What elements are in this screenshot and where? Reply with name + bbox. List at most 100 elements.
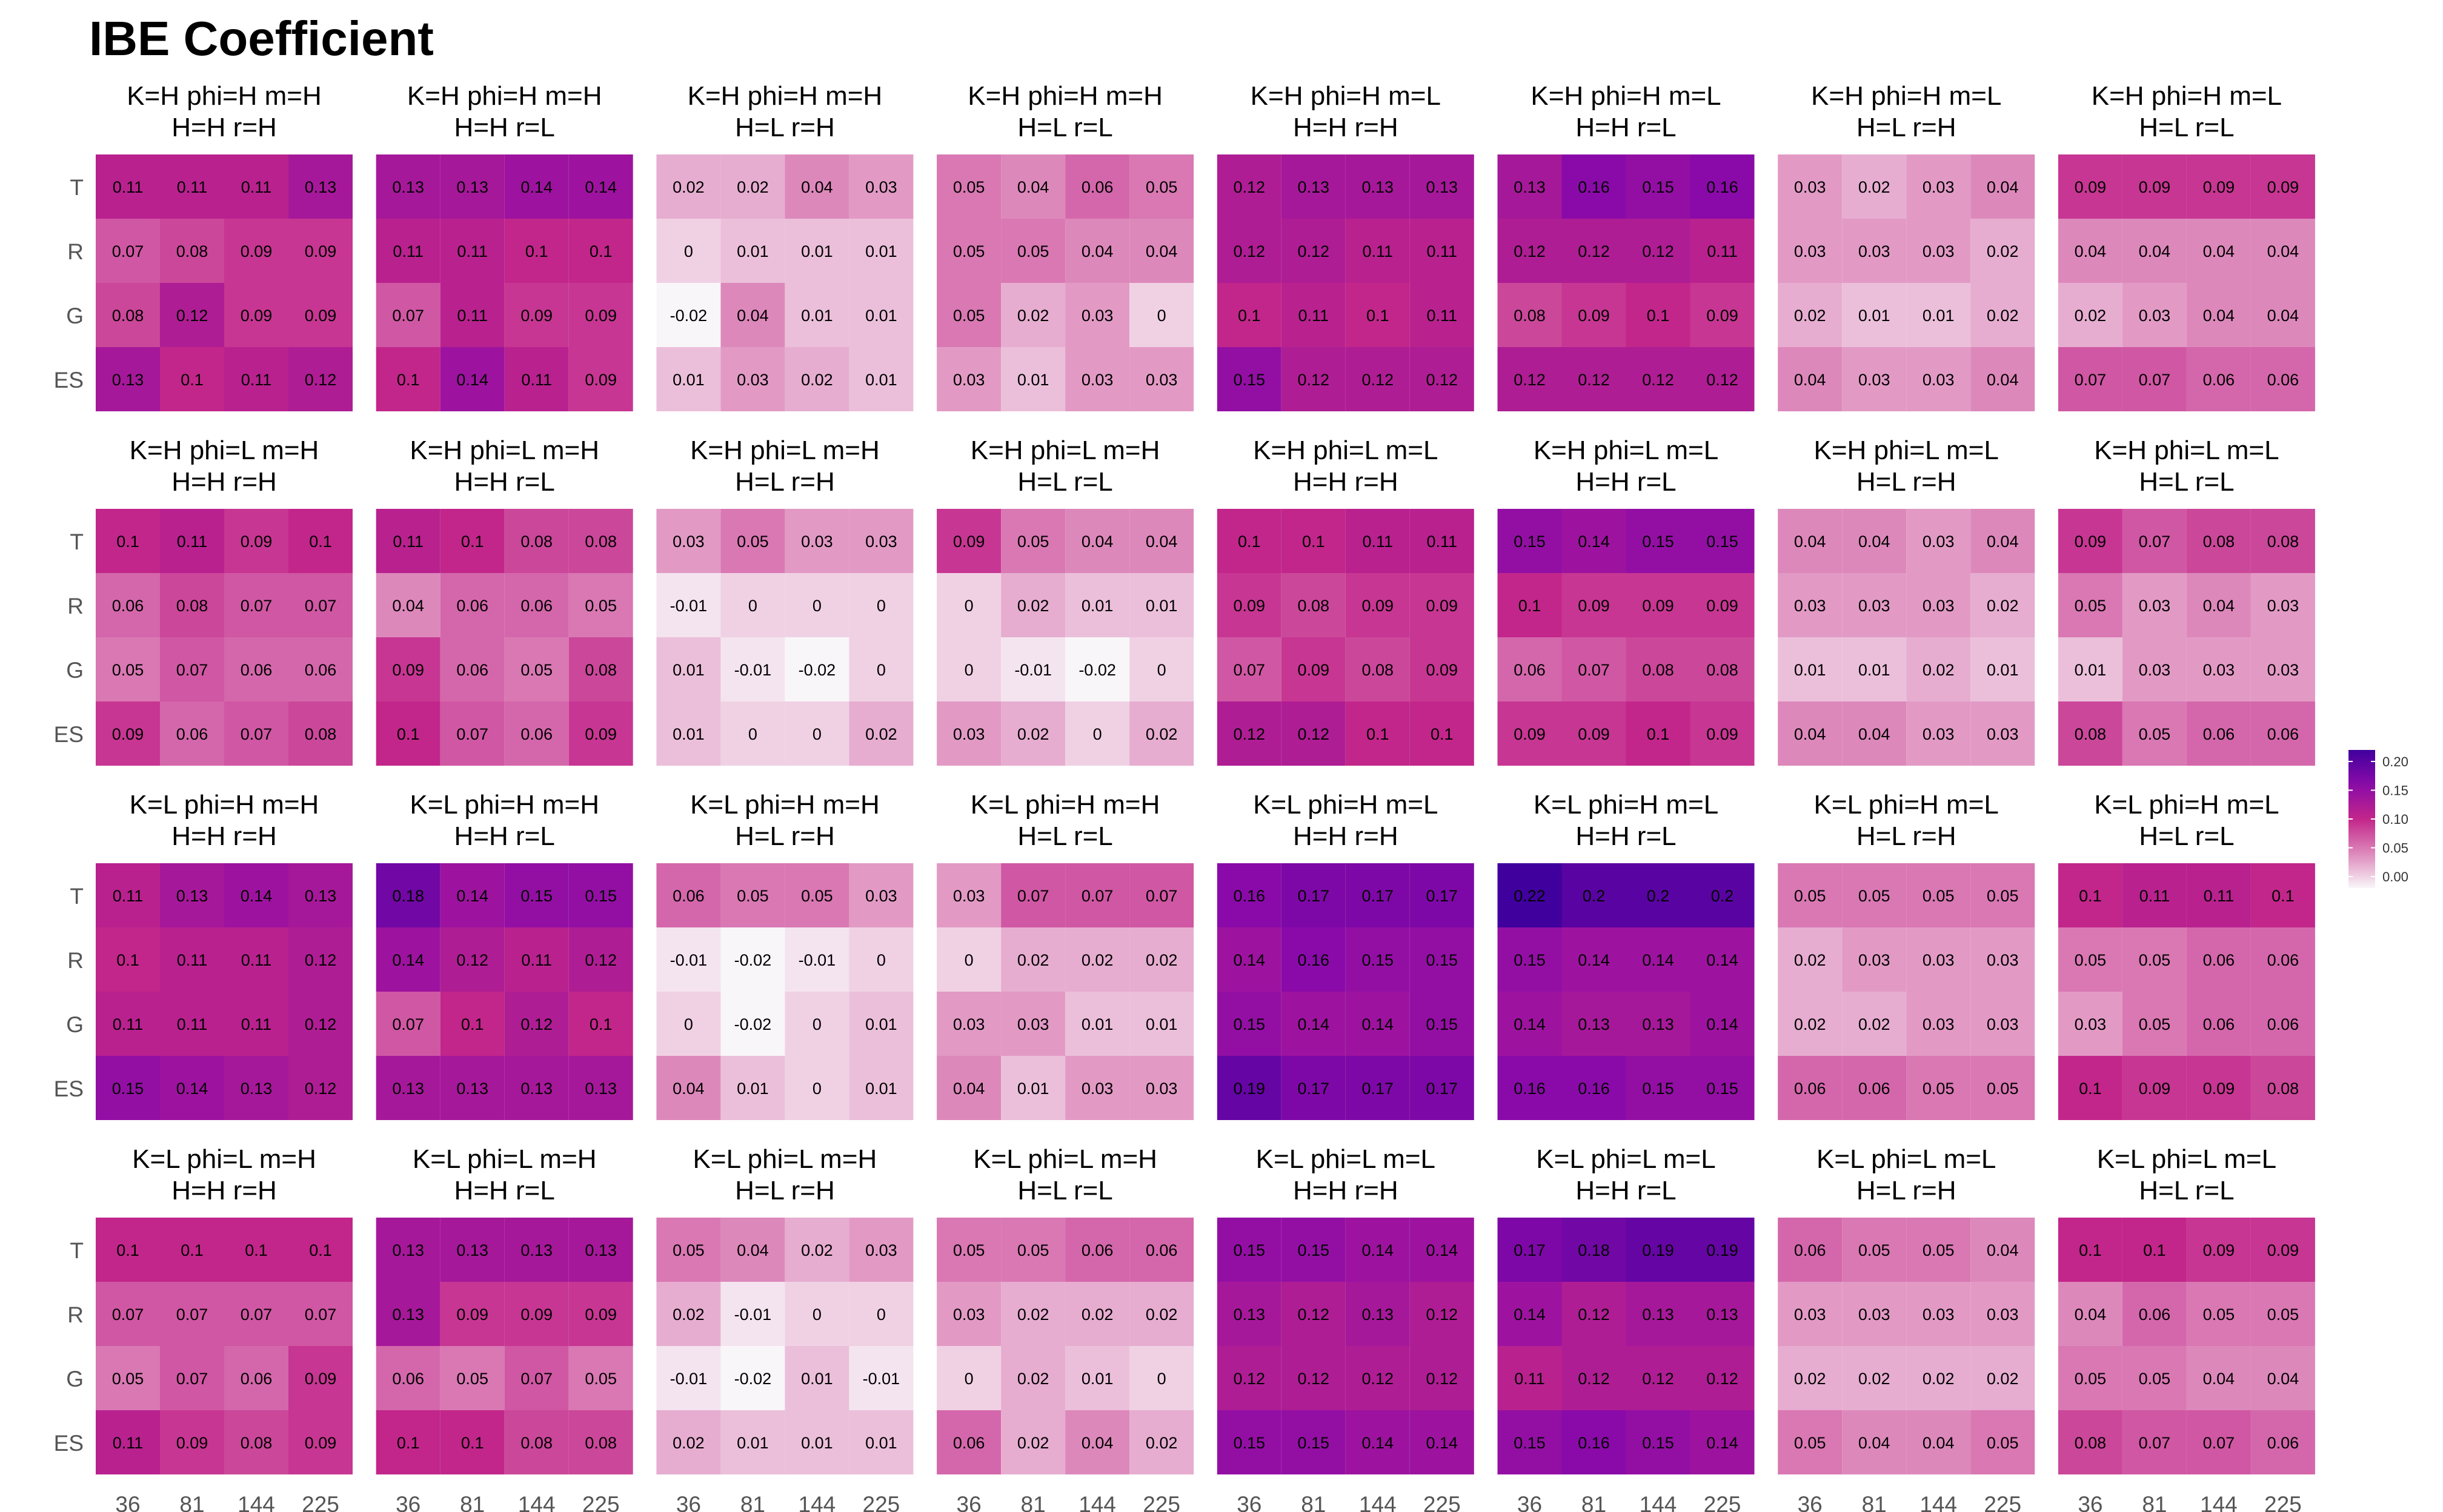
heatmap-cell [656, 1410, 721, 1474]
cell-value-label: 0.07 [2139, 371, 2171, 389]
heatmap-cell [785, 219, 849, 283]
cell-value-label: 0 [877, 597, 886, 615]
panel-title-line2: H=L r=L [2139, 113, 2234, 142]
x-tick-label: 81 [179, 1492, 204, 1512]
heatmap-cell [2058, 992, 2122, 1056]
heatmap-cell [1906, 347, 1971, 411]
cell-value-label: 0.09 [2075, 178, 2107, 196]
panel-title-line1: K=H phi=H m=H [407, 81, 602, 111]
cell-value-label: 0 [965, 951, 974, 969]
heatmap-cell [1001, 1410, 1066, 1474]
panel-title-line2: H=L r=L [2139, 467, 2234, 497]
cell-value-label: 0.01 [1082, 1370, 1114, 1388]
cell-value-label: 0.05 [112, 1370, 144, 1388]
panel-title-line1: K=L phi=H m=H [690, 790, 880, 820]
cell-value-label: 0.03 [865, 1241, 897, 1259]
panel-title-line1: K=L phi=H m=H [130, 790, 319, 820]
cell-value-label: 0.14 [1706, 951, 1738, 969]
heatmap-cell [96, 927, 160, 992]
heatmap-cell [2186, 347, 2251, 411]
heatmap-cell [656, 283, 721, 347]
cell-value-label: 0.15 [1514, 1434, 1546, 1452]
heatmap-cell [376, 863, 440, 927]
heatmap-cell [656, 509, 721, 573]
cell-value-label: 0.01 [1858, 661, 1890, 679]
panel-title-line1: K=H phi=L m=L [1534, 436, 1718, 465]
cell-value-label: 0.07 [2139, 1434, 2171, 1452]
cell-value-label: 0.09 [392, 661, 424, 679]
cell-value-label: 0.08 [241, 1434, 273, 1452]
cell-value-label: 0 [965, 1370, 974, 1388]
heatmap-cell [849, 927, 914, 992]
cell-value-label: 0.09 [1514, 725, 1546, 743]
cell-value-label: 0.08 [520, 1434, 553, 1452]
cell-value-label: 0.05 [953, 1241, 985, 1259]
cell-value-label: 0.02 [1146, 951, 1178, 969]
cell-value-label: 0.02 [1017, 597, 1049, 615]
panel-title-line1: K=H phi=L m=H [130, 436, 319, 465]
cell-value-label: 0.17 [1362, 1079, 1394, 1098]
heatmap-cell [1409, 283, 1474, 347]
cell-value-label: 0.15 [1234, 371, 1266, 389]
heatmap-cell [656, 573, 721, 637]
cell-value-label: 0.04 [1082, 532, 1114, 551]
heatmap-cell [849, 509, 914, 573]
heatmap-cell [937, 1218, 1002, 1282]
cell-value-label: 0.06 [2203, 1015, 2235, 1033]
cell-value-label: 0.08 [1642, 661, 1674, 679]
heatmap-cell [1129, 283, 1194, 347]
cell-value-label: 0.06 [1082, 178, 1114, 196]
heatmap-cell [2058, 701, 2122, 766]
panel-title-line1: K=L phi=H m=L [1814, 790, 1999, 820]
cell-value-label: 0.08 [520, 532, 553, 551]
cell-value-label: 0.05 [1987, 887, 2019, 905]
heatmap-cell [785, 573, 849, 637]
cell-value-label: 0.15 [1642, 1079, 1674, 1098]
cell-value-label: 0.2 [1647, 887, 1670, 905]
cell-value-label: 0.08 [585, 1434, 617, 1452]
heatmap-cell [1129, 219, 1194, 283]
heatmap-cell [2058, 1056, 2122, 1120]
cell-value-label: 0.17 [1426, 887, 1458, 905]
cell-value-label: 0.01 [1017, 371, 1049, 389]
cell-value-label: 0.09 [112, 725, 144, 743]
heatmap-cell [1281, 1346, 1346, 1410]
heatmap-cell [849, 1218, 914, 1282]
heatmap-cell [785, 154, 849, 219]
cell-value-label: 0.14 [392, 951, 424, 969]
cell-value-label: 0.09 [241, 307, 273, 325]
heatmap-cell [2186, 863, 2251, 927]
cell-value-label: 0.09 [1642, 597, 1674, 615]
cell-value-label: 0.03 [953, 1305, 985, 1324]
panel-title-line2: H=H r=H [1293, 1176, 1398, 1205]
cell-value-label: 0.14 [1362, 1241, 1394, 1259]
heatmap-cell [1690, 1346, 1755, 1410]
heatmap-cell [656, 992, 721, 1056]
panel-title-line1: K=L phi=L m=H [132, 1144, 316, 1174]
heatmap-cell [1281, 283, 1346, 347]
heatmap-cell [720, 701, 785, 766]
cell-value-label: 0.03 [1794, 1305, 1826, 1324]
panel-title-line1: K=L phi=L m=L [1256, 1144, 1435, 1174]
cell-value-label: 0.05 [737, 532, 769, 551]
panel-title-line2: H=H r=L [454, 113, 555, 142]
cell-value-label: 0.15 [1426, 951, 1458, 969]
heatmap-cell [785, 1282, 849, 1346]
heatmap-cell [1345, 1218, 1410, 1282]
heatmap-cell [440, 573, 505, 637]
cell-value-label: 0.1 [116, 532, 139, 551]
cell-value-label: 0.06 [305, 661, 337, 679]
x-tick-label: 144 [1640, 1492, 1677, 1512]
cell-value-label: 0.03 [673, 532, 705, 551]
heatmap-cell [2058, 637, 2122, 701]
heatmap-cell [224, 1410, 288, 1474]
heatmap-cell [504, 1346, 569, 1410]
heatmap-cell [1561, 347, 1626, 411]
cell-value-label: 0.11 [521, 371, 552, 389]
cell-value-label: 0.06 [241, 661, 273, 679]
heatmap-cell [1001, 1346, 1066, 1410]
cell-value-label: 0.06 [1794, 1241, 1826, 1259]
heatmap-cell [1561, 283, 1626, 347]
cell-value-label: 0.1 [181, 1241, 204, 1259]
cell-value-label: 0.14 [1362, 1015, 1394, 1033]
